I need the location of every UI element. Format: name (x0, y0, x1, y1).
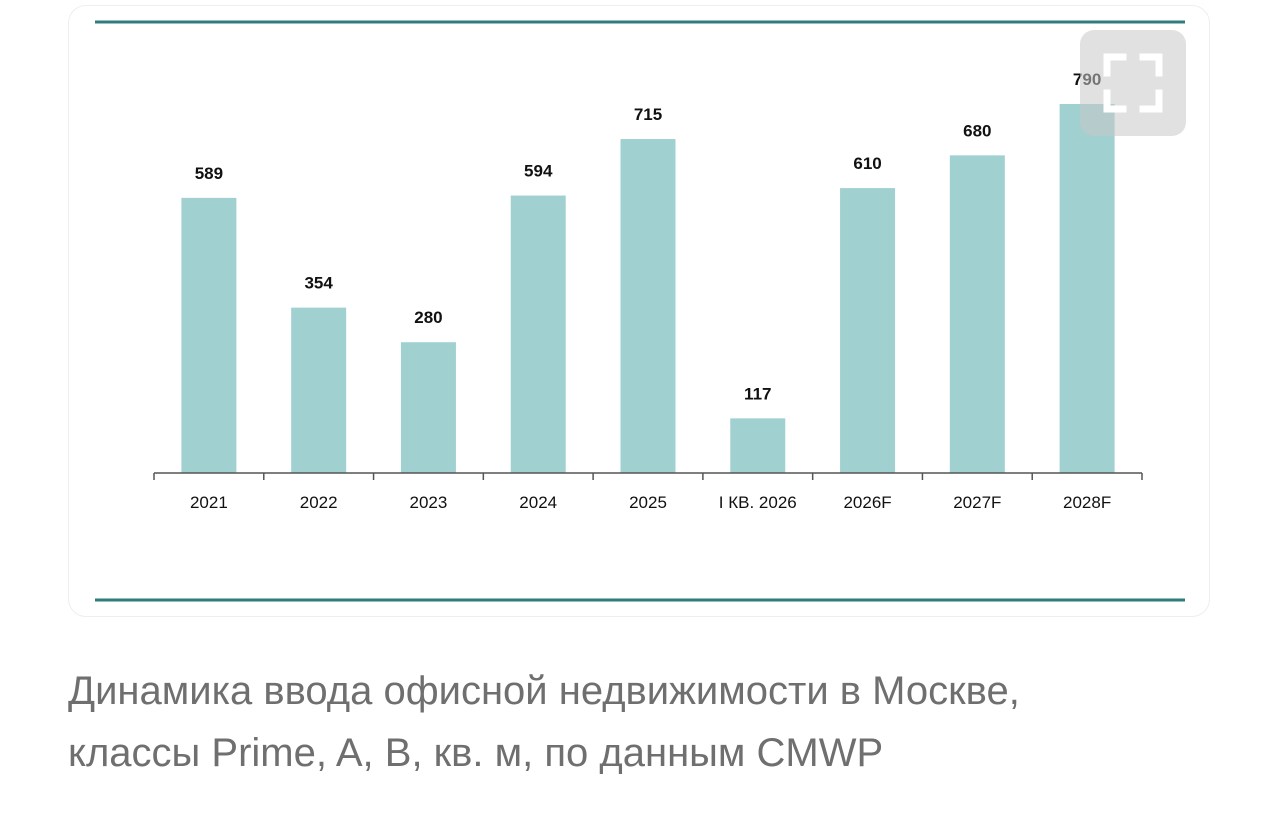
category-label: 2026F (843, 493, 891, 512)
data-label: 280 (414, 308, 442, 327)
caption-line-2: классы Prime, A, B, кв. м, по данным CMW… (68, 731, 884, 775)
category-label: I КВ. 2026 (719, 493, 797, 512)
data-label: 589 (195, 164, 223, 183)
category-label: 2028F (1063, 493, 1111, 512)
bar-2023 (400, 342, 456, 473)
bar-2026f (840, 188, 896, 474)
data-label: 715 (634, 105, 662, 124)
caption-line-1: Динамика ввода офисной недвижимости в Мо… (68, 669, 1020, 713)
bar-2028f (1059, 104, 1115, 473)
bar-2024 (510, 195, 566, 473)
bar-2027f (949, 155, 1005, 473)
category-label: 2022 (300, 493, 338, 512)
data-label: 594 (524, 162, 553, 181)
x-axis (153, 472, 1143, 480)
data-label: 610 (853, 154, 881, 173)
category-label: 2024 (519, 493, 557, 512)
chart-card: 589 2021 354 2022 280 2023 594 2024 715 2025 117 I … (68, 5, 1210, 617)
bar-i-кв-2026 (730, 418, 786, 473)
bar-2022 (291, 307, 347, 473)
data-label: 117 (744, 384, 771, 403)
category-label: 2027F (953, 493, 1001, 512)
fullscreen-icon (1103, 53, 1163, 113)
category-label: 2021 (190, 493, 228, 512)
bar-chart: 589 2021 354 2022 280 2023 594 2024 715 2025 117 I … (95, 20, 1185, 602)
bar-2025 (620, 139, 676, 473)
data-label: 680 (963, 121, 991, 140)
data-label: 354 (304, 274, 333, 293)
category-label: 2025 (629, 493, 667, 512)
bar-2021 (181, 197, 237, 473)
category-label: 2023 (410, 493, 448, 512)
bars-layer (181, 104, 1115, 474)
fullscreen-button[interactable] (1080, 30, 1186, 136)
chart-caption: Динамика ввода офисной недвижимости в Мо… (68, 660, 1218, 784)
